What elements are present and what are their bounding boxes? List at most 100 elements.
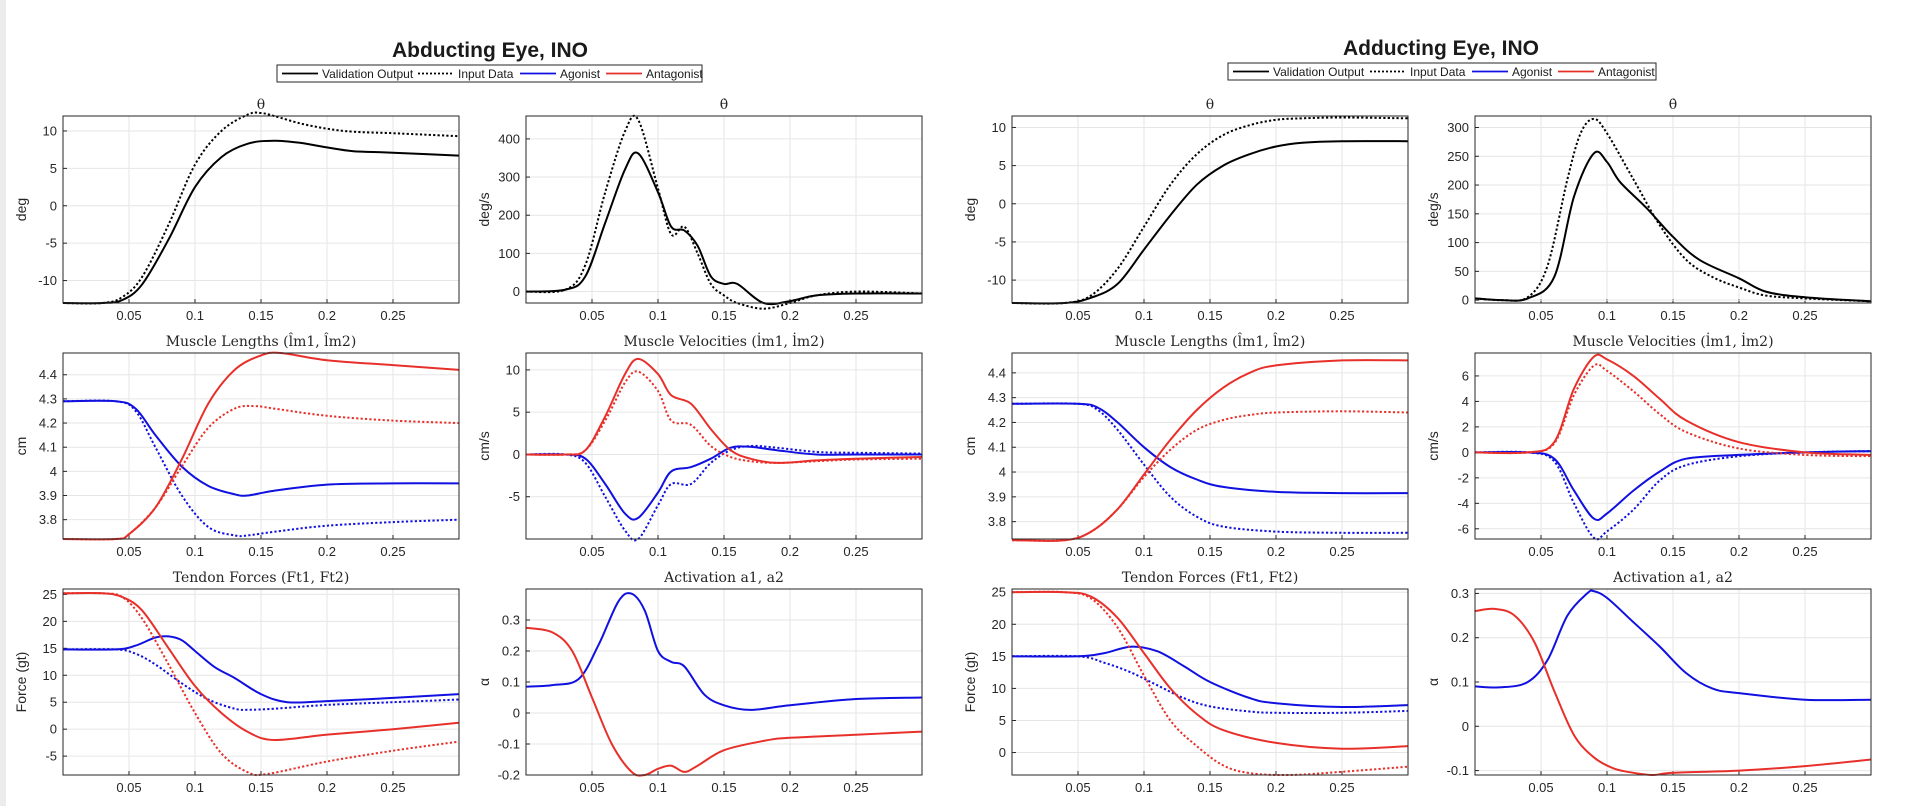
y-tick-label: -5: [994, 234, 1006, 249]
legend-item-input-data: Input Data: [1410, 65, 1466, 79]
axes-frame: [1011, 115, 1409, 304]
subplot-8: 0.05 0.1 0.15 0.2 0.25 3.8 3.9 4 4.1 4.2 4.3 4.4 Mus…: [962, 332, 1409, 559]
series-line-validation-output: [62, 139, 460, 305]
y-axis-label: Force (gt): [13, 652, 29, 713]
y-tick-label: 0.1: [1451, 675, 1469, 690]
x-tick-label: 0.1: [1135, 780, 1153, 795]
legend-item-input-data: Input Data: [458, 67, 514, 81]
y-tick-label: 20: [992, 617, 1006, 632]
x-tick-label: 0.1: [649, 544, 667, 559]
y-axis-label: deg: [13, 198, 29, 221]
y-tick-label: -0.1: [1447, 763, 1469, 778]
legend-item-antagonist: Antagonist: [1598, 65, 1655, 79]
x-tick-label: 0.1: [1598, 780, 1616, 795]
x-tick-label: 0.15: [1660, 780, 1685, 795]
series-line-input-data-dotted: [1474, 117, 1872, 303]
y-tick-label: 15: [43, 641, 57, 656]
y-tick-label: -0.1: [498, 737, 520, 752]
series-line-agonist-dotted: [62, 648, 460, 711]
series-line-agonist: [1011, 645, 1409, 709]
y-tick-label: 200: [498, 208, 520, 223]
x-tick-label: 0.1: [1598, 308, 1616, 323]
y-tick-label: -6: [1457, 521, 1469, 536]
series-line-antagonist-dotted: [62, 404, 460, 541]
x-tick-label: 0.1: [186, 544, 204, 559]
axes-frame: [62, 588, 460, 776]
x-tick-label: 0.2: [781, 308, 799, 323]
x-tick-label: 0.2: [318, 780, 336, 795]
x-tick-label: 0.15: [1660, 544, 1685, 559]
y-tick-label: 200: [1447, 178, 1469, 193]
series-line-antagonist: [525, 357, 923, 464]
axes-frame: [1011, 588, 1409, 776]
y-tick-label: 10: [43, 123, 57, 138]
y-tick-label: -0.2: [498, 768, 520, 783]
legend-item-validation-output: Validation Output: [1273, 65, 1365, 79]
axes-frame: [525, 588, 923, 776]
x-tick-label: 0.15: [1197, 780, 1222, 795]
x-tick-label: 0.05: [1528, 780, 1553, 795]
y-tick-label: -10: [38, 273, 57, 288]
y-tick-label: 5: [999, 158, 1006, 173]
series-line-agonist-dotted: [1011, 654, 1409, 714]
legend-item-validation-output: Validation Output: [322, 67, 414, 81]
y-tick-label: 4.4: [988, 365, 1006, 380]
axes-frame: [1474, 352, 1872, 540]
x-tick-label: 0.15: [1660, 308, 1685, 323]
x-tick-label: 0.25: [1792, 308, 1817, 323]
x-tick-label: 0.15: [711, 544, 736, 559]
x-tick-label: 0.2: [781, 780, 799, 795]
series-line-antagonist-dotted: [62, 592, 460, 777]
y-tick-label: 6: [1462, 368, 1469, 383]
x-tick-label: 0.05: [1528, 544, 1553, 559]
y-tick-label: -10: [987, 273, 1006, 288]
x-tick-label: 0.25: [843, 544, 868, 559]
series-line-antagonist: [1011, 590, 1409, 750]
x-tick-label: 0.1: [1598, 544, 1616, 559]
subplot-title: Tendon Forces (Ft1, Ft2): [1122, 570, 1299, 586]
y-tick-label: 4.1: [988, 440, 1006, 455]
y-tick-label: 0: [999, 196, 1006, 211]
y-tick-label: 5: [999, 713, 1006, 728]
y-tick-label: 0: [50, 198, 57, 213]
x-tick-label: 0.1: [186, 780, 204, 795]
y-tick-label: -5: [508, 489, 520, 504]
x-tick-label: 0.2: [1267, 308, 1285, 323]
series-line-antagonist-dotted: [525, 370, 923, 464]
y-tick-label: 0.1: [502, 675, 520, 690]
y-tick-label: 0.2: [1451, 630, 1469, 645]
y-tick-label: 0.3: [502, 613, 520, 628]
y-tick-label: 0.3: [1451, 586, 1469, 601]
subplot-title: θ̇: [1669, 97, 1677, 113]
x-tick-label: 0.25: [1792, 780, 1817, 795]
legend-item-agonist: Agonist: [560, 67, 601, 81]
x-tick-label: 0.2: [1730, 308, 1748, 323]
series-line-antagonist-dotted: [1011, 590, 1409, 777]
y-axis-label: deg: [962, 198, 978, 221]
x-tick-label: 0.05: [116, 780, 141, 795]
x-tick-label: 0.2: [1267, 780, 1285, 795]
y-tick-label: 3.8: [988, 514, 1006, 529]
x-tick-label: 0.05: [1528, 308, 1553, 323]
y-axis-label: cm/s: [1425, 431, 1441, 461]
y-tick-label: 4: [999, 465, 1006, 480]
subplot-title: θ̇: [720, 97, 728, 113]
y-tick-label: 10: [506, 362, 520, 377]
subplot-title: Muscle Lengths (l̂m1, l̂m2): [1115, 332, 1306, 350]
y-tick-label: -5: [45, 236, 57, 251]
y-tick-label: 5: [50, 161, 57, 176]
subplot-7: 0.05 0.1 0.15 0.2 0.25 0 50 100 150 200 250 300 θ̇ de…: [1425, 97, 1872, 323]
x-tick-label: 0.25: [1329, 308, 1354, 323]
series-line-antagonist: [1474, 607, 1872, 776]
series-line-agonist: [1011, 402, 1409, 495]
series-line-agonist: [525, 592, 923, 711]
y-axis-label: α: [1425, 678, 1441, 686]
y-tick-label: 25: [992, 585, 1006, 600]
x-tick-label: 0.15: [248, 780, 273, 795]
y-tick-label: 15: [992, 649, 1006, 664]
series-line-validation-output: [1011, 140, 1409, 305]
x-tick-label: 0.25: [380, 544, 405, 559]
series-line-agonist: [62, 399, 460, 497]
y-tick-label: 4: [50, 464, 57, 479]
